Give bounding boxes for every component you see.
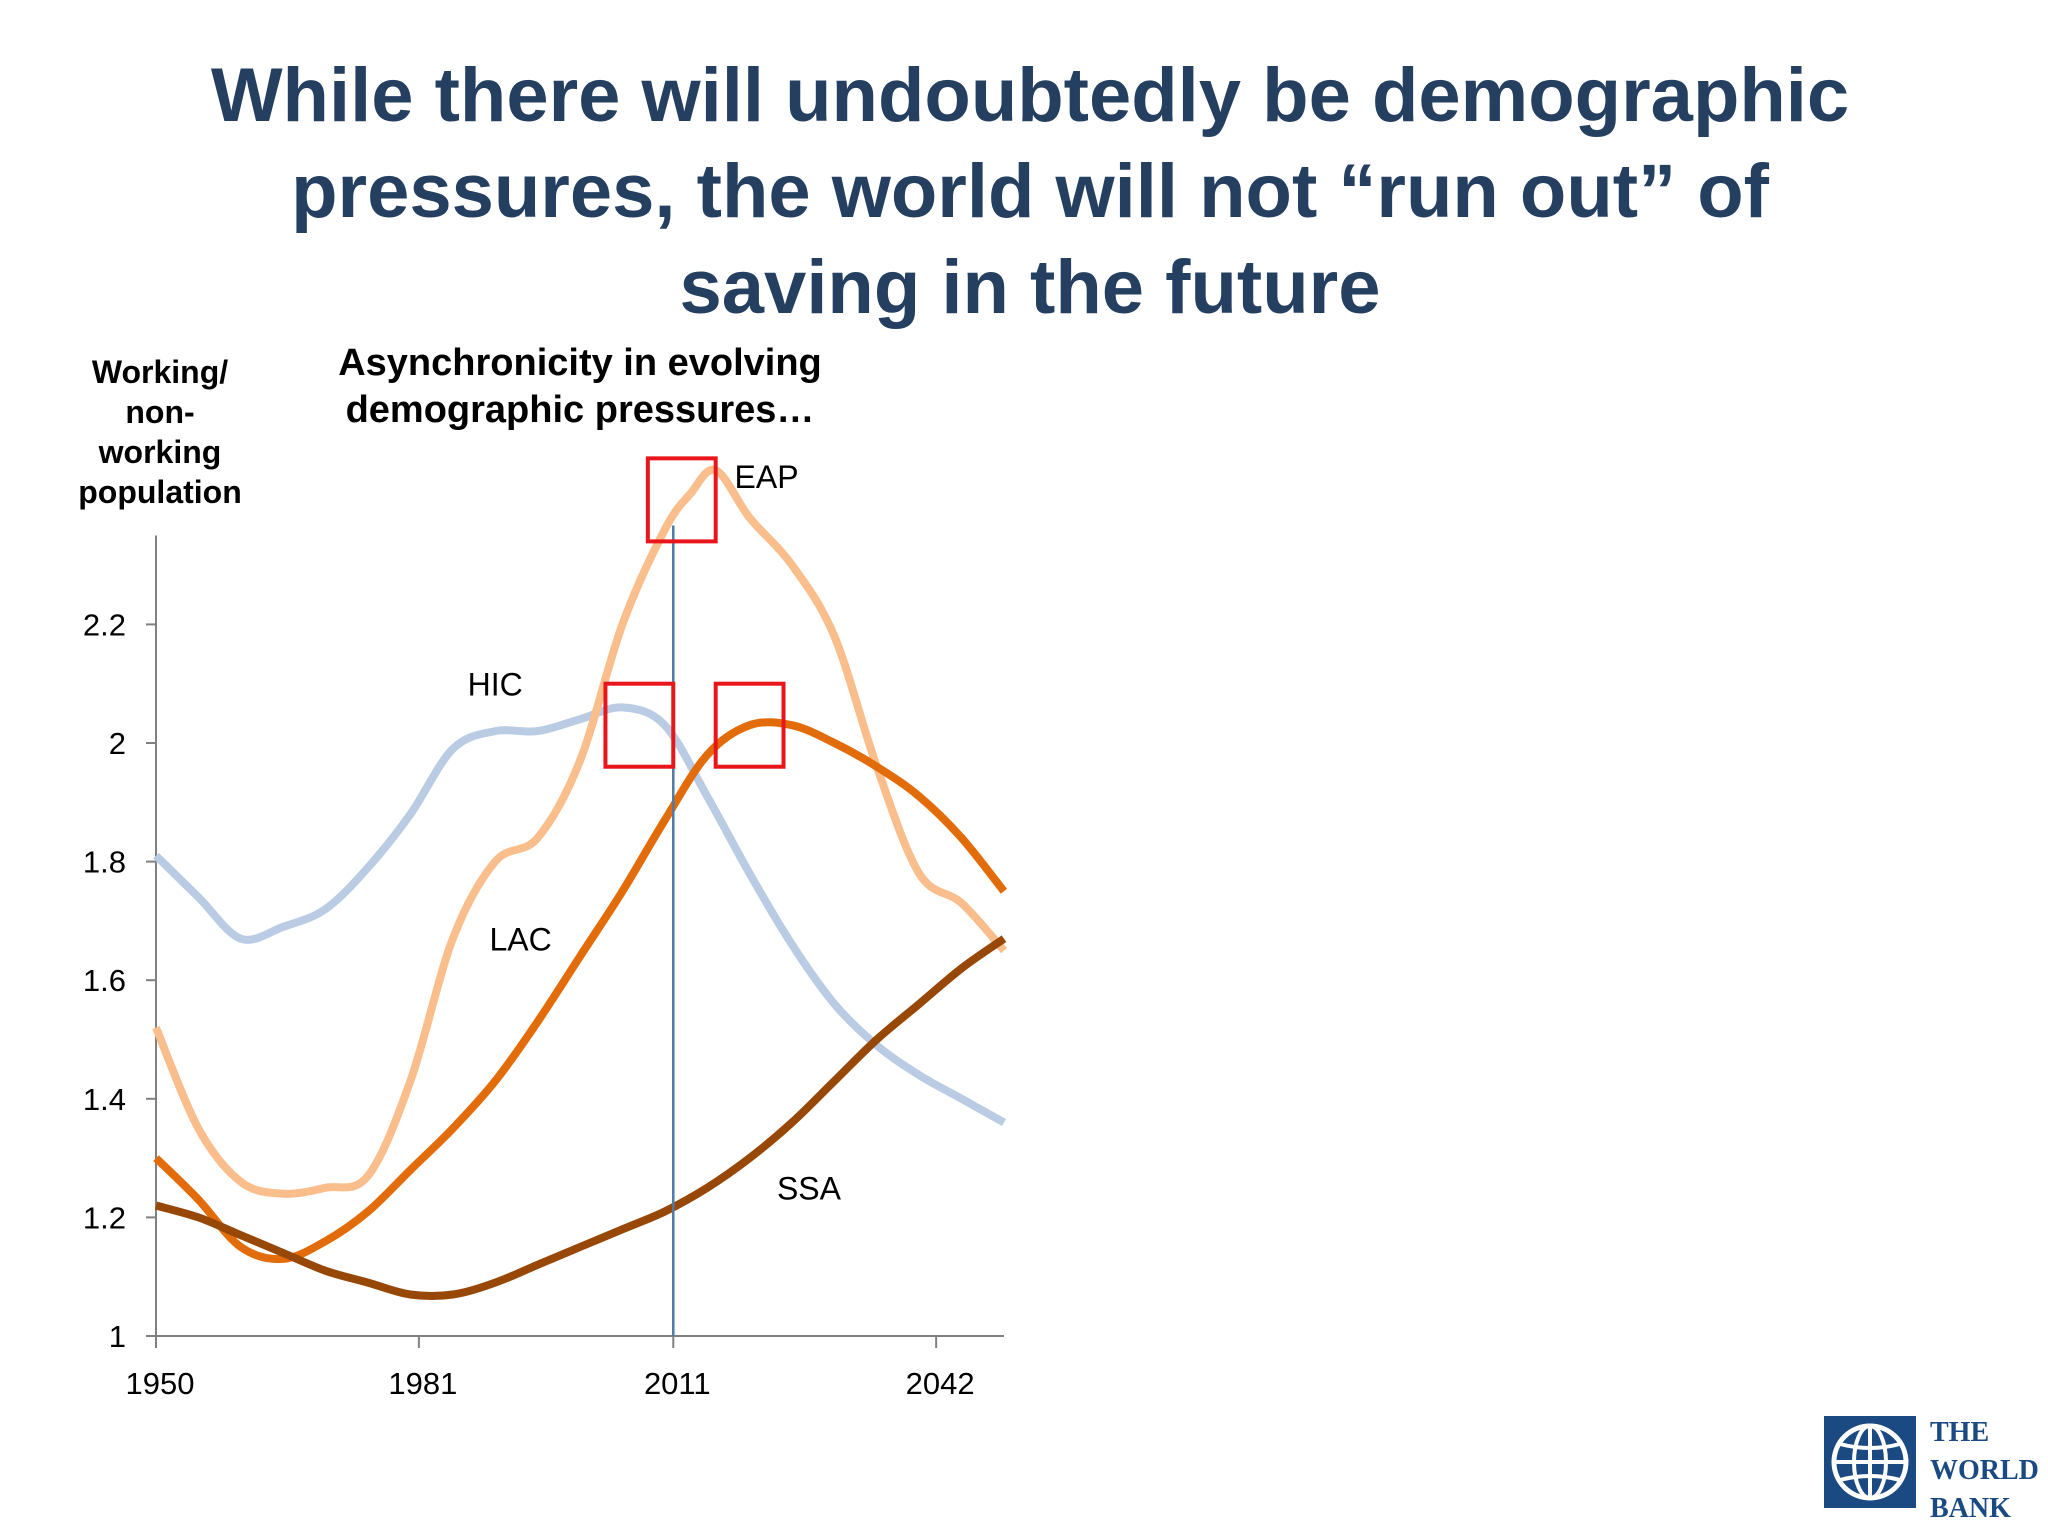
slide-title: While there will undoubtedly be demograp… <box>80 48 1980 336</box>
x-tick-label: 1981 <box>388 1366 457 1401</box>
series-label-ssa: SSA <box>777 1171 842 1207</box>
chart-title-line: Asynchronicity in evolving <box>338 342 822 384</box>
y-tick-label: 2.2 <box>83 607 126 642</box>
title-line-1: While there will undoubtedly be demograp… <box>210 53 1850 138</box>
highlight-box-lac <box>713 681 786 769</box>
y-tick-label: 2 <box>109 726 126 761</box>
series-label-hic: HIC <box>468 667 523 703</box>
y-tick-label: 1.2 <box>83 1200 126 1235</box>
series-line-lac <box>153 718 1008 1264</box>
y-tick-label: 1.4 <box>83 1082 126 1117</box>
series-line-ssa <box>154 935 1007 1300</box>
y-tick-label: 1.8 <box>83 845 126 880</box>
y-tick-label: 1.6 <box>83 963 126 998</box>
title-line-2: pressures, the world will not “run out” … <box>291 149 1769 234</box>
series-line-hic <box>153 703 1006 1127</box>
x-tick-label: 2042 <box>906 1366 975 1401</box>
logo-line: THE <box>1930 1417 1990 1448</box>
chart-title: Asynchronicity in evolving demographic p… <box>300 340 860 434</box>
highlight-box-eap <box>645 456 718 544</box>
world-bank-logo: THE WORLD BANK <box>1822 1414 2039 1524</box>
y-axis-label-line: population <box>78 474 242 510</box>
chart-title-line: demographic pressures… <box>345 389 815 431</box>
y-axis-label-line: Working/ <box>91 354 229 390</box>
logo-line: BANK <box>1930 1493 2011 1524</box>
series-line-eap <box>152 465 1008 1198</box>
y-axis-label-line: working <box>98 434 222 470</box>
y-tick-label: 1 <box>109 1319 126 1354</box>
x-tick-label: 2011 <box>644 1366 711 1401</box>
series-label-lac: LAC <box>490 922 552 958</box>
y-axis-label: Working/ non- working population <box>40 352 280 512</box>
series-label-eap: EAP <box>735 459 799 495</box>
highlight-box-hic <box>603 681 676 769</box>
globe-icon <box>1824 1416 1916 1508</box>
x-tick-label: 1950 <box>126 1366 195 1401</box>
logo-line: WORLD <box>1930 1455 2039 1486</box>
title-line-3: saving in the future <box>679 245 1381 330</box>
logo-wordmark: THE WORLD BANK <box>1930 1414 2039 1528</box>
y-axis-label-line: non- <box>125 394 195 430</box>
